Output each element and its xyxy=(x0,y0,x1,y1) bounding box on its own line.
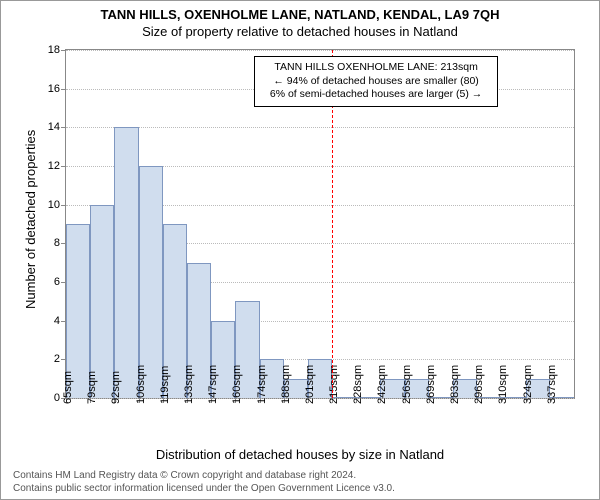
x-tick-label: 65sqm xyxy=(62,371,74,404)
x-tick-label: 201sqm xyxy=(304,365,316,404)
x-axis-title: Distribution of detached houses by size … xyxy=(1,447,599,462)
x-tick-label: 283sqm xyxy=(449,365,461,404)
x-tick-label: 296sqm xyxy=(473,365,485,404)
x-tick-label: 242sqm xyxy=(376,365,388,404)
annotation-line-2: ← 94% of detached houses are smaller (80… xyxy=(263,75,490,89)
grid-line xyxy=(66,50,574,51)
x-tick-label: 147sqm xyxy=(207,365,219,404)
plot-wrap: 02468101214161865sqm79sqm92sqm106sqm119s… xyxy=(65,49,575,399)
y-tick-label: 12 xyxy=(48,160,66,172)
y-tick-label: 10 xyxy=(48,199,66,211)
x-tick-label: 228sqm xyxy=(352,365,364,404)
footer-attribution: Contains HM Land Registry data © Crown c… xyxy=(13,469,587,495)
y-tick-label: 4 xyxy=(54,315,66,327)
x-tick-label: 174sqm xyxy=(256,365,268,404)
y-tick-label: 18 xyxy=(48,44,66,56)
footer-line-2: Contains public sector information licen… xyxy=(13,482,587,495)
y-axis-title: Number of detached properties xyxy=(23,130,38,309)
x-tick-label: 119sqm xyxy=(159,366,171,404)
page-title: TANN HILLS, OXENHOLME LANE, NATLAND, KEN… xyxy=(1,1,599,22)
x-tick-label: 256sqm xyxy=(401,365,413,404)
x-tick-label: 310sqm xyxy=(497,365,509,404)
annotation-box: TANN HILLS OXENHOLME LANE: 213sqm ← 94% … xyxy=(254,56,499,107)
x-tick-label: 215sqm xyxy=(328,365,340,404)
grid-line xyxy=(66,127,574,128)
annotation-line-3: 6% of semi-detached houses are larger (5… xyxy=(263,88,490,102)
x-tick-label: 160sqm xyxy=(231,365,243,404)
y-tick-label: 2 xyxy=(54,353,66,365)
chart-container: TANN HILLS, OXENHOLME LANE, NATLAND, KEN… xyxy=(0,0,600,500)
x-tick-label: 337sqm xyxy=(546,365,558,404)
x-tick-label: 79sqm xyxy=(86,371,98,404)
x-tick-label: 106sqm xyxy=(135,365,147,404)
x-tick-label: 92sqm xyxy=(110,371,122,404)
x-tick-label: 324sqm xyxy=(522,365,534,404)
x-tick-label: 188sqm xyxy=(280,365,292,404)
histogram-bar xyxy=(90,205,114,398)
x-tick-label: 269sqm xyxy=(425,365,437,404)
x-tick-label: 133sqm xyxy=(183,365,195,404)
y-tick-label: 6 xyxy=(54,276,66,288)
annotation-line-1: TANN HILLS OXENHOLME LANE: 213sqm xyxy=(263,61,490,75)
y-tick-label: 14 xyxy=(48,121,66,133)
y-tick-label: 8 xyxy=(54,237,66,249)
y-tick-label: 16 xyxy=(48,83,66,95)
page-subtitle: Size of property relative to detached ho… xyxy=(1,22,599,43)
footer-line-1: Contains HM Land Registry data © Crown c… xyxy=(13,469,587,482)
histogram-bar xyxy=(114,127,138,398)
histogram-bar xyxy=(139,166,163,398)
